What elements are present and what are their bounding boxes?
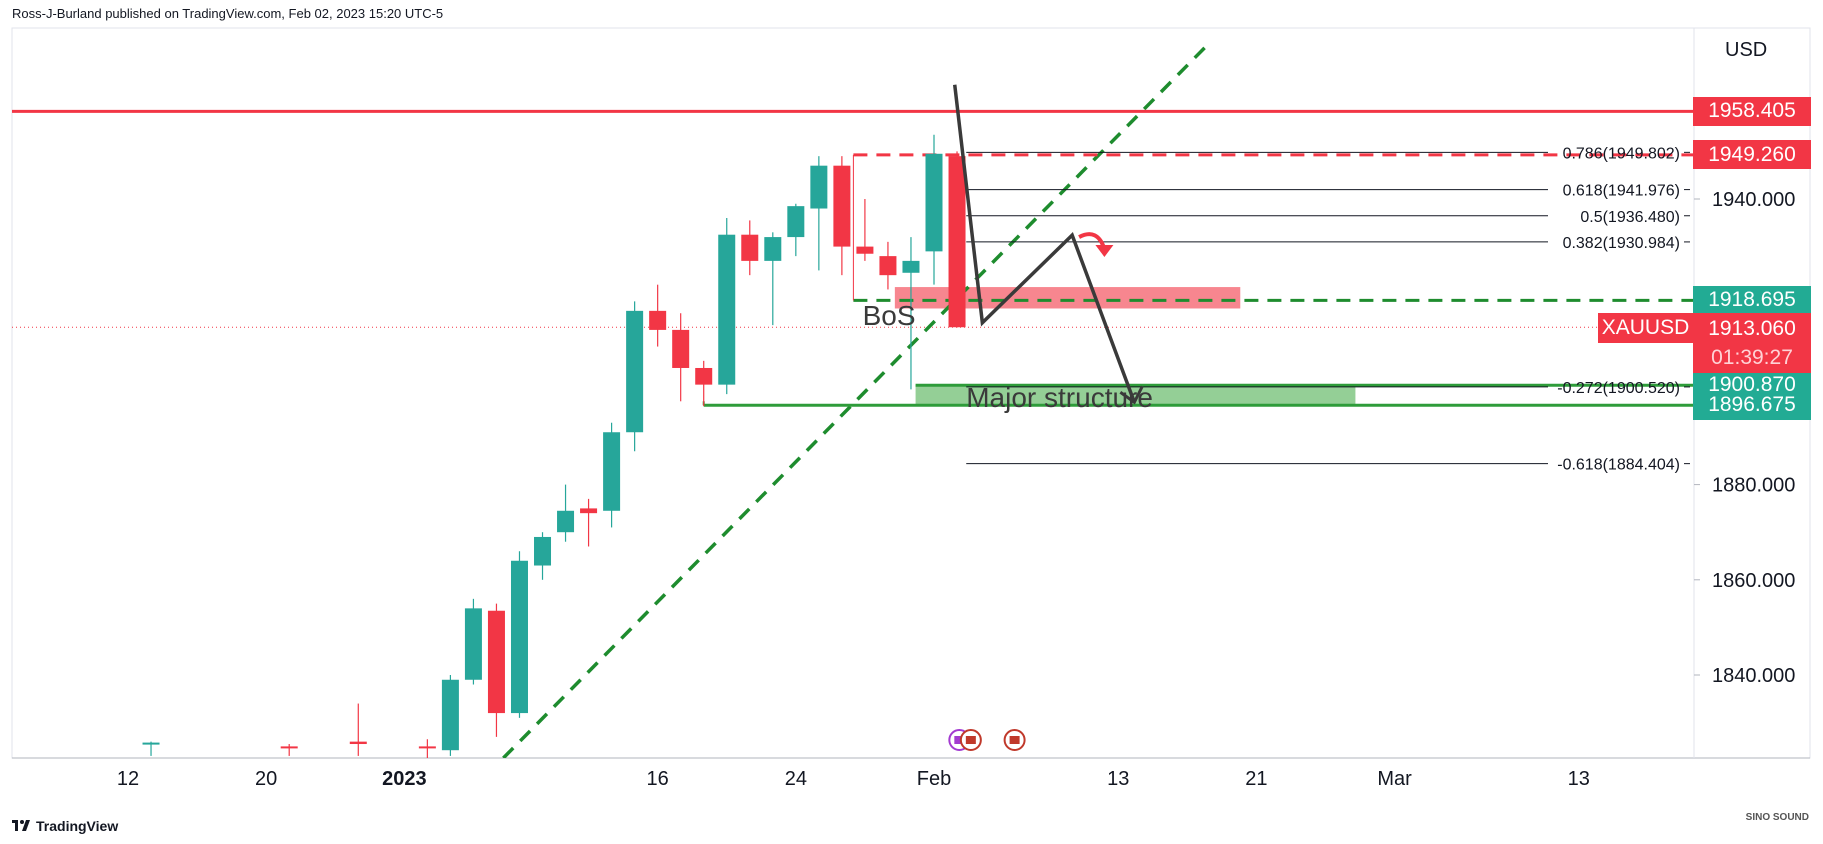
price-tag-1958-405: 1958.405 bbox=[1693, 96, 1811, 126]
x-tick-label: 13 bbox=[1107, 768, 1129, 790]
sinosound-watermark: SINO SOUND bbox=[1745, 812, 1809, 823]
x-tick-label: 21 bbox=[1245, 768, 1267, 790]
tradingview-logo-icon bbox=[12, 820, 31, 832]
fib-label: -0.618(1884.404) bbox=[1557, 457, 1680, 474]
event-flag-glyph bbox=[1009, 736, 1020, 744]
price-tag-1896-675: 1896.675 bbox=[1693, 390, 1811, 420]
currency-label: USD bbox=[1725, 39, 1767, 61]
major-structure-label: Major structure bbox=[966, 382, 1153, 413]
candle-body bbox=[764, 237, 782, 261]
candle-body bbox=[280, 746, 298, 749]
x-tick-label: Feb bbox=[917, 768, 951, 790]
publisher-line: Ross-J-Burland published on TradingView.… bbox=[12, 6, 444, 21]
x-tick-label: 12 bbox=[117, 768, 139, 790]
current-price-value: 1913.060 bbox=[1708, 316, 1796, 340]
event-flag-glyph bbox=[965, 736, 976, 744]
candle-body bbox=[510, 560, 528, 714]
candle-body bbox=[441, 679, 459, 751]
candle-body bbox=[603, 432, 621, 511]
candle-body bbox=[487, 610, 505, 714]
candle-body bbox=[902, 260, 920, 273]
y-tick-label: 1940.000 bbox=[1712, 189, 1795, 211]
tradingview-brand: TradingView bbox=[36, 818, 119, 834]
candle-body bbox=[534, 536, 552, 566]
candle-body bbox=[626, 310, 644, 433]
event-flash-glyph bbox=[954, 736, 965, 744]
bos-label: BoS bbox=[863, 300, 916, 331]
candle-body bbox=[649, 310, 667, 330]
y-tick-label: 1860.000 bbox=[1712, 570, 1795, 592]
y-tick-label: 1880.000 bbox=[1712, 475, 1795, 497]
red-arrow-head bbox=[1095, 244, 1114, 257]
bar-countdown: 01:39:27 bbox=[1711, 345, 1793, 369]
x-tick-label: 16 bbox=[647, 768, 669, 790]
projection-arrowhead bbox=[1119, 385, 1144, 405]
x-tick-label: Mar bbox=[1377, 768, 1412, 790]
fib-label: 0.618(1941.976) bbox=[1563, 183, 1680, 200]
price-tag-1918-695: 1918.695 bbox=[1693, 285, 1811, 315]
red-supply-zone bbox=[894, 287, 1241, 309]
candle-body bbox=[418, 746, 436, 749]
fib-label: 0.5(1936.480) bbox=[1580, 209, 1680, 226]
candle-body bbox=[672, 329, 690, 368]
chart-frame bbox=[11, 27, 1811, 759]
x-tick-label: 2023 bbox=[382, 768, 427, 790]
candle-body bbox=[810, 165, 828, 209]
x-tick-label: 24 bbox=[785, 768, 807, 790]
tradingview-logo[interactable]: TradingView bbox=[12, 818, 118, 834]
projection-path bbox=[952, 84, 1136, 403]
candle-body bbox=[142, 742, 160, 745]
candle-body bbox=[557, 510, 575, 533]
x-tick-label: 13 bbox=[1568, 768, 1590, 790]
candle-body bbox=[741, 234, 759, 261]
candle-body bbox=[349, 741, 367, 745]
candle-body bbox=[879, 256, 897, 276]
candle-body bbox=[787, 206, 805, 238]
candle-body bbox=[948, 156, 966, 328]
fib-label: 0.786(1949.802) bbox=[1563, 145, 1680, 162]
candle-body bbox=[718, 234, 736, 385]
plot-area bbox=[12, 40, 1694, 758]
x-tick-label: 20 bbox=[255, 768, 277, 790]
fib-label: -0.272(1900.520) bbox=[1557, 380, 1680, 397]
candle-body bbox=[833, 165, 851, 247]
candle-body bbox=[925, 153, 943, 252]
fib-label: 0.382(1930.984) bbox=[1563, 235, 1680, 252]
candle-body bbox=[856, 246, 874, 254]
y-tick-label: 1840.000 bbox=[1712, 665, 1795, 687]
current-price-tag: 1913.060 01:39:27 bbox=[1693, 312, 1811, 373]
candle-body bbox=[695, 367, 713, 385]
candle-body bbox=[580, 508, 598, 514]
candle-body bbox=[464, 608, 482, 680]
green-demand-zone bbox=[915, 385, 1356, 406]
symbol-tag: XAUUSD bbox=[1598, 312, 1693, 343]
price-tag-1949-260: 1949.260 bbox=[1693, 140, 1811, 170]
